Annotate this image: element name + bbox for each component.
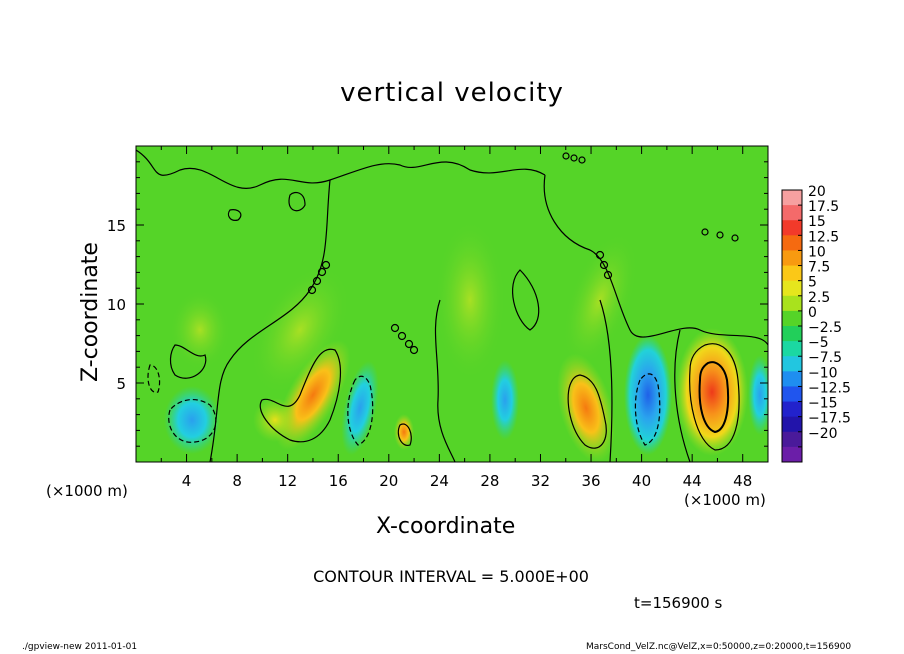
x-tick-label: 16 (329, 472, 348, 490)
colorbar-label: 17.5 (808, 199, 839, 215)
weak-updraft-region (435, 220, 505, 380)
downdraft-region (748, 355, 768, 435)
x-unit-label-right: (×1000 m) (684, 491, 766, 509)
x-tick-label: 28 (480, 472, 499, 490)
colorbar-label: 12.5 (808, 229, 839, 245)
colorbar-swatch (782, 431, 802, 448)
colorbar-label: −2.5 (808, 320, 842, 336)
colorbar-swatch (782, 386, 802, 403)
zero-contour (674, 329, 691, 462)
colorbar-label: −20 (808, 426, 838, 442)
colorbar-label: −10 (808, 365, 838, 381)
colorbar-swatch (782, 341, 802, 357)
colorbar-label: 20 (808, 184, 826, 200)
x-unit-label-left: (×1000 m) (46, 482, 128, 500)
zero-contour (599, 299, 613, 462)
colorbar-swatch (782, 416, 802, 433)
positive-contour (689, 343, 740, 451)
velocity-field (136, 146, 768, 462)
x-tick-label: 40 (632, 472, 651, 490)
small-contour-cells (307, 152, 739, 355)
positive-contour-10 (698, 361, 730, 434)
footer-data-source: MarsCond_VelZ.nc@VelZ,x=0:50000,z=0:2000… (586, 642, 852, 652)
colorbar-label: −17.5 (808, 411, 851, 427)
colorbar-label: 15 (808, 214, 826, 230)
colorbar-label: 10 (808, 244, 826, 260)
x-axis-label: X-coordinate (376, 514, 516, 539)
x-tick-label: 32 (531, 472, 550, 490)
x-tick-label: 24 (430, 472, 449, 490)
contour-lines (136, 149, 768, 462)
colorbar-swatch (782, 235, 802, 251)
colorbar-swatch (782, 310, 802, 327)
zero-contour (169, 344, 207, 379)
weak-updraft-region (170, 290, 230, 370)
negative-contour (347, 375, 374, 446)
colorbar-swatch (782, 401, 802, 418)
zero-contour (543, 174, 768, 346)
colorbar-label: −12.5 (808, 380, 851, 396)
negative-contour (168, 398, 217, 443)
colorbar (781, 189, 803, 463)
negative-contour (147, 364, 161, 393)
axis-ticks (135, 146, 769, 462)
zero-contour (434, 299, 456, 462)
x-tick-label: 12 (278, 472, 297, 490)
colorbar-label: 0 (808, 305, 817, 321)
colorbar-swatch (782, 190, 802, 206)
positive-contour (567, 374, 607, 449)
colorbar-label: −15 (808, 396, 838, 412)
chart-title: vertical velocity (340, 78, 564, 108)
updraft-region (394, 414, 414, 450)
y-tick-label: 5 (116, 375, 126, 393)
x-tick-label: 4 (182, 472, 192, 490)
x-tick-label: 20 (379, 472, 398, 490)
colorbar-swatch (782, 295, 802, 312)
y-tick-label: 10 (107, 296, 126, 314)
x-tick-label: 8 (232, 472, 242, 490)
colorbar-swatch (782, 280, 802, 297)
colorbar-swatch (782, 265, 802, 282)
negative-contour (634, 373, 661, 446)
colorbar-labels: 2017.51512.5107.552.50−2.5−5−7.5−10−12.5… (808, 184, 851, 442)
downdraft-region (491, 360, 519, 440)
colorbar-label: −7.5 (808, 350, 842, 366)
colorbar-swatch (782, 326, 802, 342)
colorbar-swatch (782, 371, 802, 387)
x-tick-label: 48 (733, 472, 752, 490)
colorbar-swatch (782, 220, 802, 236)
time-stamp: t=156900 s (634, 594, 723, 612)
colorbar-swatch (782, 205, 802, 221)
x-tick-label: 44 (683, 472, 702, 490)
colorbar-label: 2.5 (808, 290, 830, 306)
x-tick-label: 36 (581, 472, 600, 490)
zero-contour (511, 269, 540, 331)
updraft-region (676, 328, 748, 456)
colorbar-label: 5 (808, 275, 817, 291)
zero-contour (209, 179, 331, 462)
colorbar-swatch (782, 356, 802, 372)
positive-contour (259, 348, 341, 443)
downdraft-region (164, 386, 220, 454)
colorbar-swatch (782, 446, 802, 463)
zero-contour (288, 191, 306, 212)
updraft-region (253, 398, 297, 442)
colorbar-label: −5 (808, 335, 829, 351)
zero-contour (227, 209, 242, 221)
downdraft-region (624, 335, 672, 455)
footer-program-date: ./gpview-new 2011-01-01 (22, 642, 138, 652)
colorbar-label: 7.5 (808, 260, 830, 276)
positive-contour (397, 423, 412, 447)
colorbar-swatch (782, 250, 802, 267)
contour-interval-text: CONTOUR INTERVAL = 5.000E+00 (313, 567, 589, 586)
y-tick-label: 15 (107, 217, 126, 235)
